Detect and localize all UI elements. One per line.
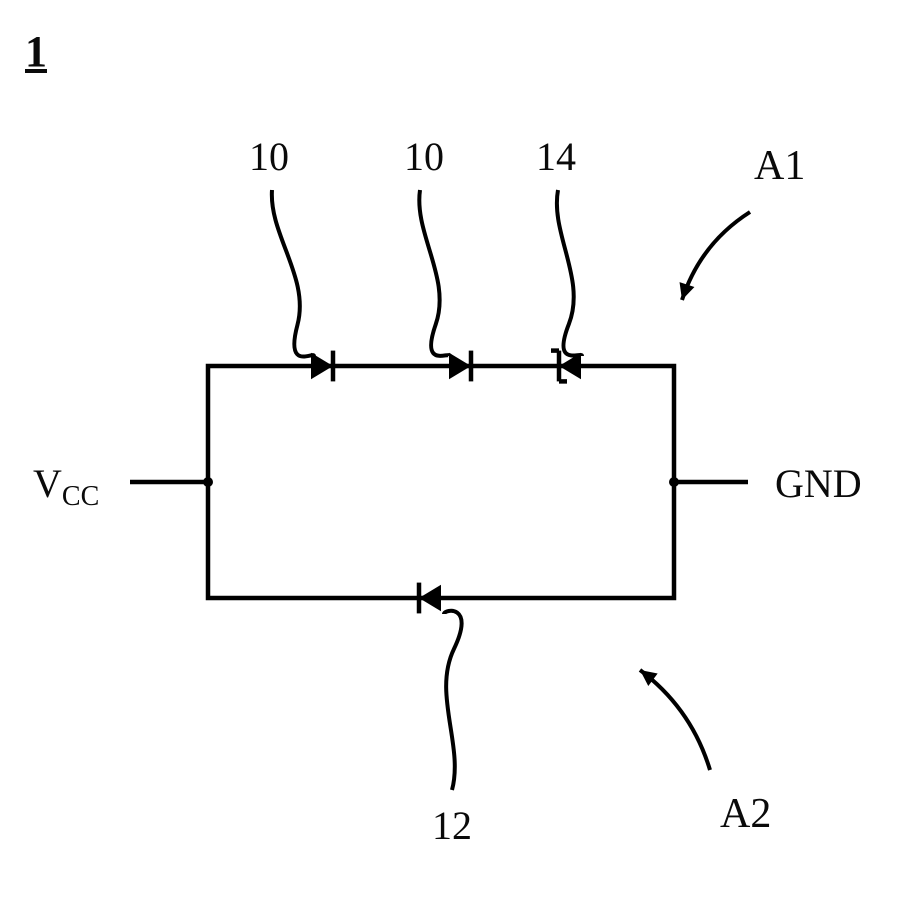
circuit-schematic: [0, 0, 923, 902]
